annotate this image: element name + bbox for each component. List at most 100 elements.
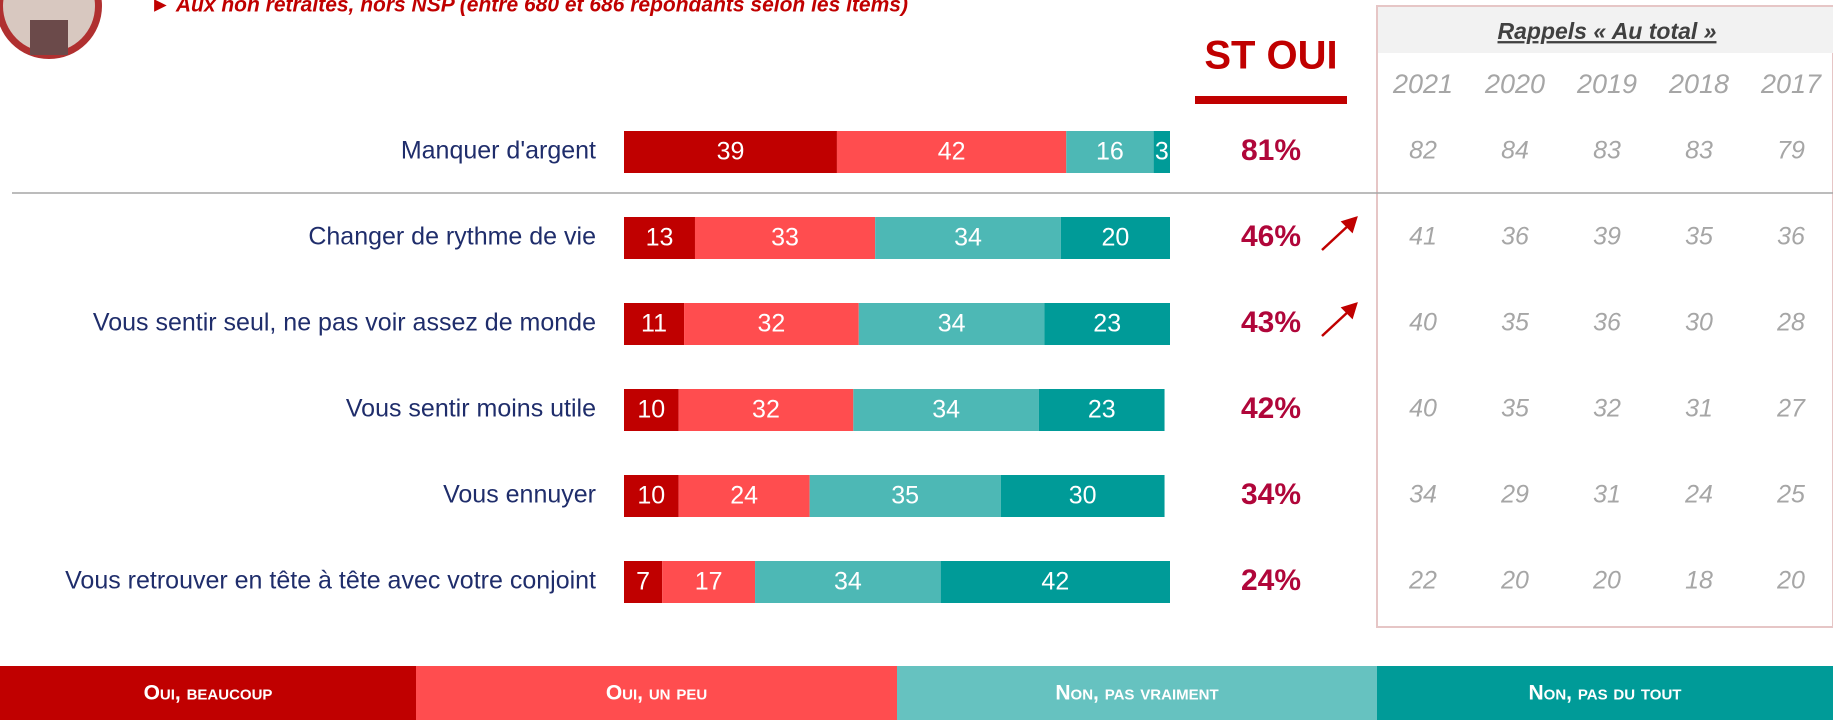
recall-value: 24 — [1684, 481, 1713, 509]
bar-segment — [662, 561, 756, 603]
recall-value: 25 — [1776, 481, 1805, 509]
legend-swatch — [0, 666, 416, 720]
summary-value: 24% — [1241, 564, 1301, 597]
legend-label: Oui, beaucoup — [144, 682, 273, 705]
recall-value: 34 — [1409, 481, 1437, 509]
summary-value: 43% — [1241, 306, 1301, 339]
bar-segment — [624, 389, 679, 431]
recall-value: 36 — [1593, 309, 1621, 337]
recall-value: 30 — [1685, 309, 1713, 337]
segment-label: 39 — [717, 138, 745, 166]
legend-label: Oui, un peu — [606, 682, 707, 705]
trend-arrows — [1321, 216, 1358, 337]
recall-value: 35 — [1501, 309, 1529, 337]
recall-year: 2019 — [1576, 69, 1637, 99]
segment-label: 10 — [637, 482, 665, 510]
segment-label: 16 — [1096, 138, 1124, 166]
category-label: Vous sentir seul, ne pas voir assez de m… — [93, 309, 596, 337]
legend-label: Non, pas du tout — [1529, 682, 1682, 705]
category-label: Changer de rythme de vie — [308, 223, 596, 251]
category-label: Vous ennuyer — [443, 481, 596, 509]
segment-label: 23 — [1093, 310, 1121, 338]
bar-segment — [694, 217, 876, 259]
recall-value: 35 — [1501, 395, 1529, 423]
bar-segment — [624, 561, 663, 603]
recall-value: 36 — [1501, 223, 1529, 251]
recall-value: 36 — [1777, 223, 1805, 251]
recall-value: 27 — [1776, 395, 1806, 423]
trend-arrow — [1321, 309, 1351, 337]
segment-label: 32 — [752, 396, 780, 424]
recall-value: 39 — [1593, 223, 1621, 251]
recall-value: 29 — [1500, 481, 1529, 509]
segment-label: 11 — [641, 310, 667, 338]
recall-value: 35 — [1685, 223, 1713, 251]
recall-value: 20 — [1776, 567, 1805, 595]
legend-label: Non, pas vraiment — [1055, 682, 1218, 705]
bar-segment — [678, 475, 810, 517]
recall-value: 84 — [1501, 137, 1529, 165]
segment-label: 42 — [938, 138, 966, 166]
recall-value: 83 — [1593, 137, 1621, 165]
segment-label: 10 — [637, 396, 665, 424]
summary-title: ST OUI — [1204, 34, 1337, 78]
bar-segment — [624, 131, 837, 173]
recall-value: 31 — [1593, 481, 1621, 509]
recall-value: 32 — [1593, 395, 1621, 423]
segment-label: 33 — [771, 224, 799, 252]
legend-swatch — [1377, 666, 1833, 720]
segment-label: 13 — [646, 224, 674, 252]
segment-label: 34 — [954, 224, 982, 252]
avatar-body — [30, 20, 68, 55]
bar-segment — [858, 303, 1045, 345]
bar-segment — [1044, 303, 1170, 345]
segment-label: 23 — [1088, 396, 1116, 424]
bar-segment — [1066, 131, 1154, 173]
segment-label: 34 — [834, 568, 862, 596]
recall-year: 2018 — [1668, 69, 1729, 99]
bar-segment — [853, 389, 1039, 431]
bar-segment — [836, 131, 1067, 173]
legend-swatch — [416, 666, 897, 720]
recall-value: 40 — [1409, 395, 1437, 423]
bar-segment — [1000, 475, 1165, 517]
recalls-header — [1378, 7, 1833, 53]
bar-segment — [1038, 389, 1165, 431]
subtitle: ► Aux non retraités, hors NSP (entre 680… — [150, 0, 908, 17]
trend-arrow — [1321, 223, 1351, 251]
segment-label: 3 — [1155, 138, 1169, 166]
category-label: Vous sentir moins utile — [346, 395, 596, 423]
summary-value: 81% — [1241, 134, 1301, 167]
recall-value: 83 — [1685, 137, 1713, 165]
bar-segment — [624, 475, 679, 517]
segment-label: 7 — [636, 568, 650, 596]
recall-value: 31 — [1685, 395, 1713, 423]
recall-value: 18 — [1685, 567, 1713, 595]
recall-value: 82 — [1409, 137, 1437, 165]
bar-segment — [1153, 131, 1170, 173]
bar-segment — [624, 303, 685, 345]
recall-value: 22 — [1408, 567, 1437, 595]
bar-segment — [875, 217, 1061, 259]
bar-segment — [684, 303, 859, 345]
bar-segment — [809, 475, 1001, 517]
segment-label: 34 — [932, 396, 960, 424]
recalls-box — [1376, 5, 1833, 628]
bar-segment — [1060, 217, 1170, 259]
segment-label: 35 — [891, 482, 919, 510]
recalls-title: Rappels « Au total » — [1498, 18, 1717, 44]
segment-label: 24 — [730, 482, 758, 510]
category-label: Vous retrouver en tête à tête avec votre… — [65, 567, 596, 595]
bar-segment — [940, 561, 1170, 603]
category-label: Manquer d'argent — [401, 137, 596, 165]
segment-label: 17 — [695, 568, 723, 596]
bar-segment — [678, 389, 854, 431]
legend-swatch — [897, 666, 1377, 720]
recall-value: 20 — [1592, 567, 1621, 595]
bar-segment — [755, 561, 941, 603]
recall-value: 28 — [1776, 309, 1805, 337]
summary-value: 42% — [1241, 392, 1301, 425]
segment-label: 20 — [1101, 224, 1129, 252]
summary-value: 46% — [1241, 220, 1301, 253]
